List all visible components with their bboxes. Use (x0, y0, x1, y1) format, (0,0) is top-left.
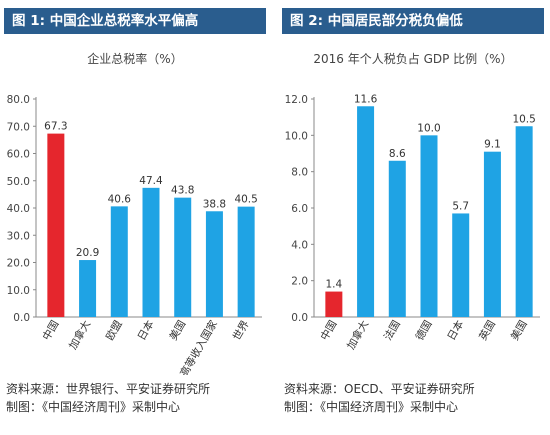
bar (452, 213, 470, 317)
bar-value-label: 8.6 (389, 148, 406, 160)
bar (205, 211, 223, 317)
bar-value-label: 1.4 (326, 279, 343, 291)
category-label: 欧盟 (104, 318, 125, 343)
bar-value-label: 11.6 (354, 93, 378, 105)
bar (142, 187, 160, 317)
y-tick-label: 6.0 (291, 203, 308, 215)
source-line: 资料来源：OECD、平安证券研究所 (284, 382, 475, 396)
category-label: 加拿大 (66, 318, 93, 352)
bar-value-label: 43.8 (171, 185, 194, 197)
bar-value-label: 67.3 (44, 121, 67, 133)
bar (47, 133, 65, 317)
bar-value-label: 10.0 (417, 122, 440, 134)
category-label: 法国 (381, 318, 403, 343)
chart-title: 图 2: 中国居民部分税负偏低 (282, 8, 544, 34)
y-tick-label: 8.0 (291, 167, 308, 179)
bar (237, 206, 255, 317)
y-tick-label: 40.0 (7, 203, 30, 215)
chart-panel-1: 图 1: 中国企业总税率水平偏高 企业总税率（%） 0.0 10.0 20.0 30.… (0, 0, 270, 435)
category-label: 加拿大 (344, 318, 371, 352)
category-label: 世界 (231, 318, 252, 343)
chart-source: 资料来源：世界银行、平安证券研究所 制图：《中国经济周刊》采制中心 (6, 380, 210, 416)
category-label: 中国 (318, 318, 340, 343)
bar (515, 126, 533, 317)
chart-y-label: 企业总税率（%） (87, 52, 183, 66)
category-label: 德国 (413, 318, 435, 343)
y-tick-label: 4.0 (291, 239, 308, 251)
chart-panel-2: 图 2: 中国居民部分税负偏低 2016 年个人税负占 GDP 比例（%） 0.… (278, 0, 548, 435)
category-label: 美国 (508, 318, 530, 343)
credit-line: 制图：《中国经济周刊》采制中心 (284, 400, 459, 414)
bar-value-label: 40.6 (108, 193, 132, 205)
bar-value-label: 47.4 (139, 175, 163, 187)
bar-value-label: 5.7 (452, 200, 469, 212)
y-tick-label: 50.0 (7, 176, 30, 188)
y-tick-label: 60.0 (7, 149, 30, 161)
bar-value-label: 20.9 (76, 247, 99, 259)
category-label: 英国 (476, 318, 498, 343)
category-label: 美国 (167, 318, 189, 343)
bar-value-label: 9.1 (484, 139, 501, 151)
chart-title: 图 1: 中国企业总税率水平偏高 (4, 8, 266, 34)
bar (357, 106, 375, 317)
y-tick-label: 0.0 (13, 312, 30, 324)
bar-value-label: 10.5 (512, 113, 535, 125)
bar-value-label: 38.8 (203, 198, 226, 210)
y-tick-label: 0.0 (291, 312, 308, 324)
bar-value-label: 40.5 (234, 194, 257, 206)
source-line: 资料来源：世界银行、平安证券研究所 (6, 382, 211, 396)
y-tick-label: 70.0 (7, 121, 30, 133)
y-tick-label: 80.0 (7, 94, 30, 106)
category-label: 日本 (135, 318, 157, 343)
y-tick-label: 30.0 (7, 230, 30, 242)
bar-chart-1: 0.0 10.0 20.0 30.0 40.0 50.0 60.0 70.0 80.0 67.3 中… (7, 94, 262, 375)
chart-y-label: 2016 年个人税负占 GDP 比例（%） (313, 52, 513, 66)
credit-line: 制图：《中国经济周刊》采制中心 (6, 400, 181, 414)
y-tick-label: 12.0 (285, 94, 308, 106)
bar (420, 135, 438, 317)
bar (325, 291, 343, 317)
bar (483, 151, 501, 317)
category-label: 中国 (40, 318, 62, 343)
y-tick-label: 2.0 (291, 276, 308, 288)
bar (110, 206, 128, 317)
bar (388, 160, 406, 317)
bar-chart-2: 0.0 2.0 4.0 6.0 8.0 10.0 12.0 1.4 中国 11.6 加拿大 8.6 法国… (285, 93, 540, 352)
category-label: 日本 (445, 318, 467, 343)
bar (174, 197, 192, 317)
y-tick-label: 20.0 (7, 258, 30, 270)
chart-source: 资料来源：OECD、平安证券研究所 制图：《中国经济周刊》采制中心 (284, 380, 475, 416)
bar (79, 260, 97, 317)
y-tick-label: 10.0 (285, 130, 308, 142)
y-tick-label: 10.0 (7, 285, 30, 297)
